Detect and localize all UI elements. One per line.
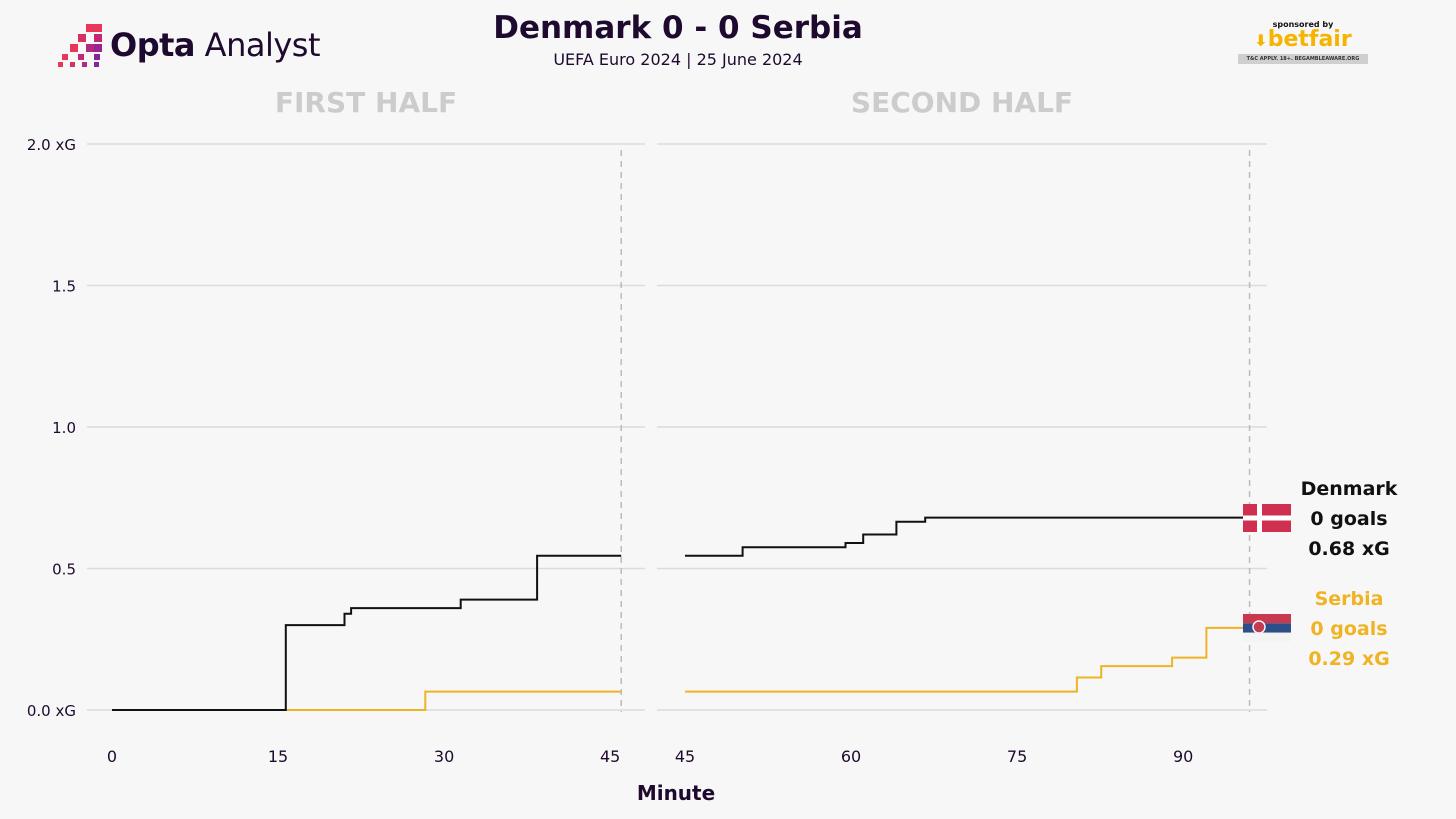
- end-marker-layer: [620, 150, 1251, 712]
- sponsor-terms: T&C APPLY. 18+. BEGAMBLEAWARE.ORG: [1238, 54, 1368, 64]
- page-title: Denmark 0 - 0 Serbia: [493, 10, 863, 46]
- serbia-team-label: Serbia: [1315, 588, 1384, 610]
- serbia-coat-of-arms-icon: [1252, 620, 1266, 634]
- y-tick-label: 2.0 xG: [27, 136, 76, 154]
- x-tick-label: 45: [675, 747, 695, 766]
- serbia-flag-blue-stripe: [1243, 623, 1291, 633]
- x-tick-label: 45: [600, 747, 620, 766]
- denmark-goals-label: 0 goals: [1310, 508, 1387, 530]
- serbia-flag-white-stripe: [1243, 632, 1291, 642]
- x-tick-label: 90: [1173, 747, 1193, 766]
- y-tick-label: 1.0: [52, 419, 76, 437]
- betfair-logo: ⬇betfair: [1238, 29, 1368, 52]
- denmark-team-label: Denmark: [1301, 478, 1398, 500]
- opta-analyst-logo: Opta Analyst: [56, 22, 321, 70]
- x-tick-label: 30: [434, 747, 454, 766]
- y-tick-label: 1.5: [52, 278, 76, 296]
- sponsor-label: sponsored by: [1272, 20, 1334, 29]
- x-tick-label: 0: [107, 747, 117, 766]
- sponsor-badge: sponsored by ⬇betfair T&C APPLY. 18+. BE…: [1238, 20, 1368, 70]
- denmark-xg-line-first-half: [112, 554, 622, 711]
- serbia-xg-label: 0.29 xG: [1308, 648, 1389, 670]
- y-tick-label: 0.0 xG: [27, 702, 76, 720]
- series-layer: [112, 516, 1250, 711]
- denmark-xg-label: 0.68 xG: [1308, 538, 1389, 560]
- denmark-xg-line-second-half: [685, 516, 1250, 557]
- x-tick-label: 15: [268, 747, 288, 766]
- page-subtitle: UEFA Euro 2024 | 25 June 2024: [553, 50, 803, 69]
- label-layer: 0.0 xG 0.5 1.0 1.5 2.0 xG FIRST HALF 0 15 30 45 SE…: [27, 86, 1398, 805]
- y-tick-label: 0.5: [52, 561, 76, 579]
- opta-logo-text: Opta Analyst: [110, 26, 321, 64]
- denmark-flag-cross-horizontal: [1243, 515, 1291, 521]
- betfair-arrow-icon: ⬇: [1254, 31, 1268, 50]
- panel-title-second-half: SECOND HALF: [851, 86, 1073, 119]
- x-axis-label: Minute: [637, 781, 715, 805]
- serbia-xg-line-second-half: [685, 626, 1250, 693]
- serbia-goals-label: 0 goals: [1310, 618, 1387, 640]
- grid-layer: [87, 143, 1267, 711]
- opta-logo-icon: [58, 24, 102, 67]
- serbia-xg-line-first-half: [285, 690, 622, 711]
- x-tick-label: 75: [1007, 747, 1027, 766]
- x-tick-label: 60: [841, 747, 861, 766]
- betfair-brand-text: betfair: [1267, 27, 1352, 52]
- panel-title-first-half: FIRST HALF: [275, 86, 457, 119]
- serbia-flag-icon: [1243, 614, 1291, 624]
